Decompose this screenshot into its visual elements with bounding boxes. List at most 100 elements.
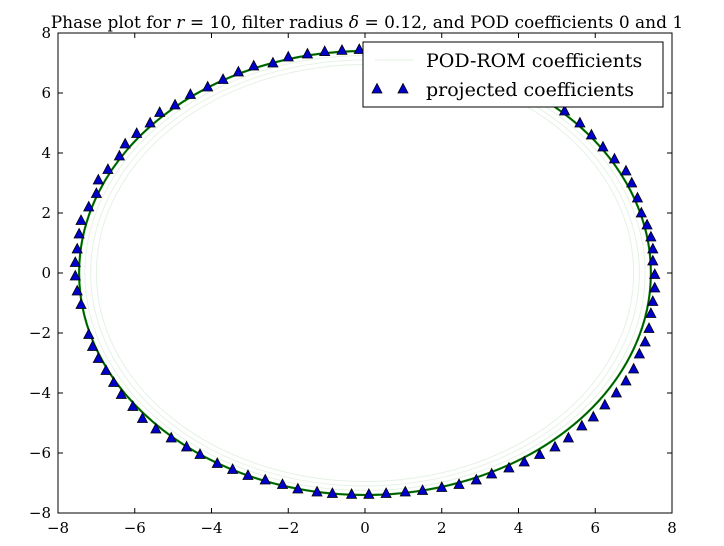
legend-label-pod-rom: POD-ROM coefficients: [426, 50, 642, 72]
projected-coefficient-marker: [635, 206, 647, 218]
projected-coefficient-marker: [620, 164, 632, 176]
projected-coefficient-marker: [503, 461, 515, 473]
projected-coefficient-marker: [533, 448, 546, 459]
projected-coefficient-marker: [399, 485, 411, 497]
title-and: and: [630, 13, 673, 33]
projected-coefficient-marker: [319, 45, 331, 56]
projected-coefficient-marker: [326, 487, 339, 498]
projected-coefficient-marker: [649, 268, 661, 279]
projected-coefficient-marker: [180, 440, 193, 452]
projected-coefficient-marker: [610, 386, 623, 398]
projected-coefficient-markers: [69, 43, 661, 499]
projected-coefficient-marker: [345, 488, 358, 499]
projected-coefficient-marker: [267, 56, 279, 68]
title-r-value: = 10: [184, 13, 231, 33]
projected-coefficient-marker: [102, 163, 114, 174]
projected-coefficient-marker: [232, 65, 245, 77]
projected-coefficient-marker: [599, 398, 611, 410]
projected-coefficient-marker: [69, 269, 81, 281]
projected-coefficient-marker: [184, 88, 197, 99]
y-tick-label: −4: [29, 384, 51, 402]
projected-coefficient-marker: [83, 200, 95, 212]
projected-coefficient-marker: [226, 463, 239, 474]
pod-rom-trajectory: [78, 49, 652, 497]
title-r-symbol: r: [176, 13, 185, 33]
title-delta-symbol: δ: [349, 13, 359, 33]
projected-coefficient-marker: [154, 106, 166, 117]
projected-coefficient-marker: [363, 488, 375, 499]
projected-coefficient-marker: [608, 152, 621, 164]
projected-coefficient-marker: [301, 47, 314, 59]
projected-coefficient-marker: [242, 469, 254, 480]
projected-coefficient-marker: [144, 116, 156, 128]
projected-coefficient-marker: [75, 214, 87, 225]
trajectory-inner-loop: [95, 64, 635, 482]
title-delta-value: = 0.12: [359, 13, 422, 33]
projected-coefficient-marker: [131, 127, 143, 138]
projected-coefficient-marker: [416, 484, 429, 495]
projected-coefficient-marker: [83, 328, 95, 339]
chart-title: Phase plot for r = 10, filter radius δ =…: [51, 13, 684, 33]
projected-coefficient-marker: [647, 242, 659, 254]
projected-coefficient-marker: [71, 284, 83, 296]
projected-coefficient-marker: [194, 448, 206, 459]
projected-coefficient-marker: [518, 455, 530, 467]
projected-coefficient-marker: [645, 230, 657, 242]
projected-coefficient-marker: [627, 362, 640, 374]
projected-coefficient-marker: [631, 191, 644, 203]
projected-coefficient-marker: [107, 376, 120, 387]
projected-coefficient-marker: [100, 364, 112, 375]
projected-coefficient-marker: [69, 256, 81, 267]
projected-coefficient-marker: [576, 419, 588, 431]
projected-coefficient-marker: [643, 322, 655, 333]
x-axis-tick-labels: −8 −6 −4 −2 0 2 4 6 8: [47, 519, 677, 537]
projected-coefficient-marker: [201, 80, 214, 92]
y-tick-label: 0: [41, 264, 51, 282]
projected-coefficient-marker: [92, 352, 104, 363]
legend: POD-ROM coefficients projected coefficie…: [362, 41, 664, 108]
projected-coefficient-marker: [282, 50, 294, 62]
projected-coefficient-marker: [597, 140, 609, 152]
projected-coefficient-marker: [259, 473, 271, 485]
x-tick-label: −4: [200, 519, 222, 537]
projected-coefficient-marker: [558, 104, 571, 116]
projected-coefficient-marker: [645, 307, 657, 318]
x-tick-label: 6: [590, 519, 600, 537]
title-suffix: , and POD coefficients: [422, 13, 619, 33]
projected-coefficient-marker: [641, 218, 653, 230]
projected-coefficient-marker: [647, 295, 659, 306]
projected-coefficient-marker: [248, 59, 260, 71]
projected-coefficient-marker: [353, 43, 365, 54]
title-mid: , filter radius: [231, 13, 349, 33]
projected-coefficient-marker: [626, 176, 638, 188]
projected-coefficient-marker: [633, 347, 646, 359]
legend-box: [362, 41, 664, 108]
title-prefix: Phase plot for: [51, 13, 177, 33]
axis-ticks: [57, 32, 673, 514]
y-tick-label: 6: [41, 84, 51, 102]
projected-coefficient-marker: [647, 254, 659, 266]
y-tick-label: −8: [29, 504, 51, 522]
projected-coefficient-marker: [127, 400, 139, 411]
projected-coefficient-marker: [649, 281, 661, 293]
projected-coefficient-marker: [562, 431, 575, 443]
trajectory-inner-loop: [90, 59, 640, 487]
projected-coefficient-marker: [436, 481, 448, 492]
x-tick-label: 0: [360, 519, 370, 537]
x-tick-label: 2: [437, 519, 447, 537]
projected-coefficient-marker: [549, 440, 561, 452]
legend-label-projected: projected coefficients: [426, 79, 634, 101]
y-tick-label: −6: [29, 444, 51, 462]
projected-coefficient-marker: [217, 73, 229, 84]
y-tick-label: 2: [41, 204, 51, 222]
projected-coefficient-marker: [113, 149, 126, 161]
y-tick-label: 4: [41, 144, 51, 162]
y-tick-label: 8: [41, 24, 51, 42]
x-tick-label: −2: [277, 519, 299, 537]
x-tick-label: −6: [124, 519, 146, 537]
projected-coefficient-marker: [92, 173, 104, 185]
projected-coefficient-marker: [585, 128, 598, 140]
legend-triangle-marker: [397, 82, 409, 94]
projected-coefficient-marker: [574, 116, 586, 128]
